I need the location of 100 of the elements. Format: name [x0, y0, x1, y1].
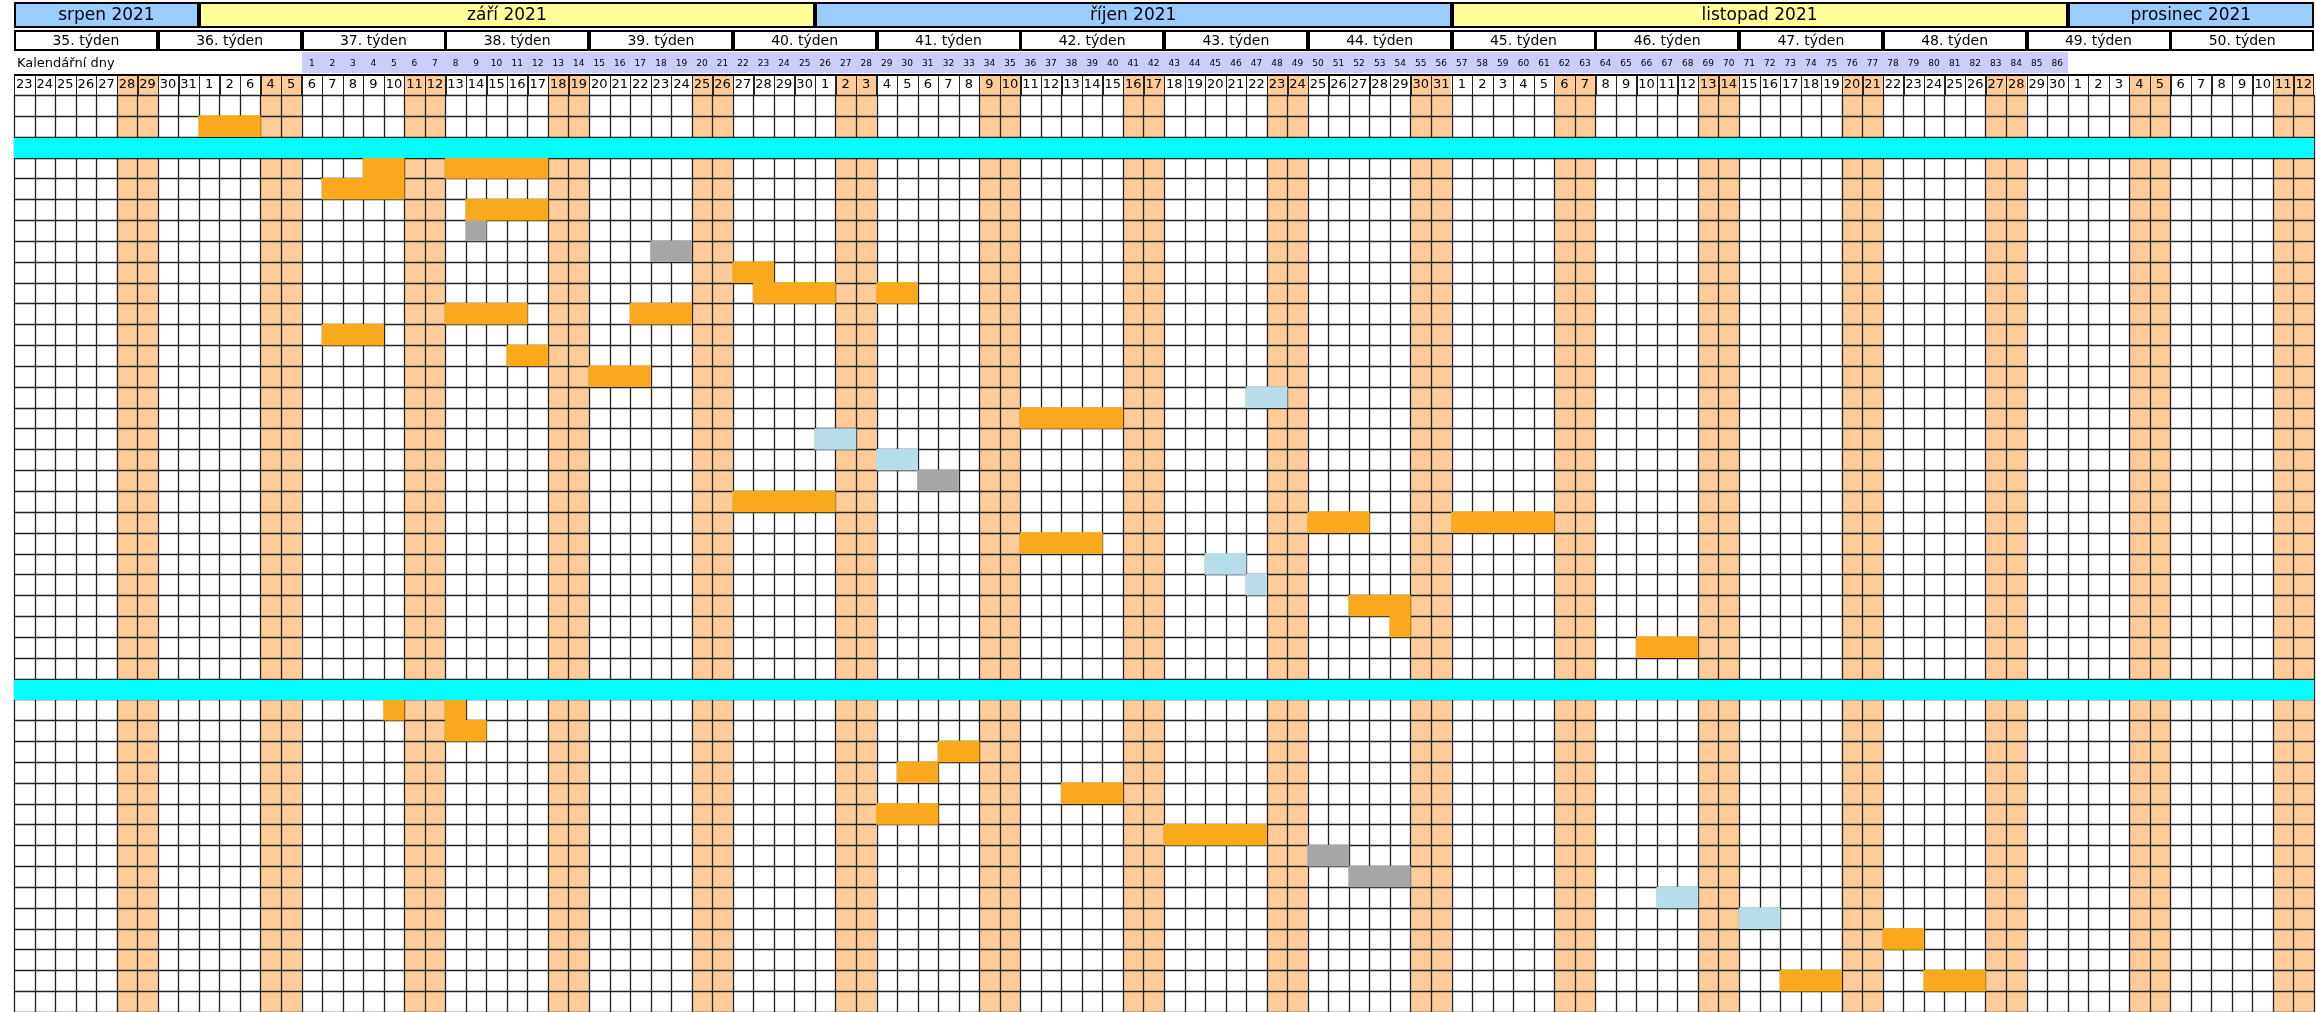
x-tick-label: 30	[796, 75, 813, 91]
x2-tick-label: 10	[490, 57, 503, 68]
x-tick-label: 27	[1987, 75, 2004, 91]
x-tick-label: 7	[944, 75, 953, 91]
x-tick-label: 12	[1679, 75, 1696, 91]
text: 45. týden	[1489, 32, 1557, 49]
text: 47. týden	[1777, 32, 1845, 49]
x-tick-label: 27	[1350, 75, 1368, 91]
x-tick-label: 12	[2295, 75, 2313, 91]
x-tick-label: 1	[204, 75, 214, 91]
x2-tick-label: 81	[1948, 57, 1961, 68]
x-tick-label: 11	[1022, 75, 1039, 91]
x-tick-label: 5	[2155, 75, 2165, 91]
x-tick-label: 25	[57, 75, 74, 91]
x-tick-label: 29	[2028, 75, 2046, 91]
x2-tick-label: 69	[1702, 57, 1715, 68]
x-tick-label: 26	[1966, 75, 1984, 91]
x-tick-label: 4	[266, 75, 275, 91]
x2-tick-label: 40	[1106, 57, 1119, 68]
x2-tick-label: 25	[798, 57, 811, 68]
x-tick-label: 31	[1432, 75, 1450, 91]
x-tick-label: 14	[1720, 75, 1738, 91]
x2-tick-label: 34	[983, 57, 996, 68]
x2-tick-label: 9	[473, 57, 480, 68]
x2-tick-label: 14	[573, 57, 585, 68]
x-tick-label: 1	[1457, 75, 1466, 91]
x-tick-label: 12	[426, 75, 444, 91]
text: říjen 2021	[1090, 4, 1177, 25]
text: 40. týden	[771, 32, 839, 49]
x-tick-label: 23	[1905, 75, 1922, 91]
x2-tick-label: 58	[1476, 57, 1489, 68]
text: prosinec 2021	[2130, 4, 2252, 25]
x-tick-label: 6	[1560, 75, 1569, 91]
text: 50. týden	[2208, 32, 2276, 49]
x-tick-label: 14	[1083, 75, 1101, 91]
x2-tick-label: 86	[2051, 57, 2064, 68]
x2-tick-label: 55	[1414, 57, 1427, 68]
text: 46. týden	[1633, 32, 1701, 49]
x2-tick-label: 57	[1456, 57, 1468, 68]
x-tick-label: 5	[903, 75, 912, 91]
x-tick-label: 29	[1391, 75, 1409, 91]
x-tick-label: 28	[2007, 75, 2025, 91]
x-tick-label: 22	[632, 75, 649, 91]
x-tick-label: 27	[734, 75, 752, 91]
x2-tick-label: 78	[1887, 57, 1900, 68]
x2-tick-label: 16	[614, 57, 626, 68]
x-tick-label: 20	[590, 75, 608, 91]
text: září 2021	[466, 4, 547, 25]
x-tick-label: 21	[1864, 75, 1881, 91]
x2-tick-label: 38	[1065, 57, 1078, 68]
x-tick-label: 17	[1145, 75, 1163, 91]
x2-tick-label: 47	[1250, 57, 1263, 68]
x-tick-label: 15	[1104, 75, 1121, 91]
x2-tick-label: 28	[860, 57, 873, 68]
x2-tick-label: 76	[1846, 57, 1858, 68]
x-tick-label: 21	[1227, 75, 1245, 91]
x-tick-label: 25	[1946, 75, 1963, 91]
x2-tick-label: 1	[308, 57, 315, 68]
x-tick-label: 25	[1309, 75, 1327, 91]
x2-tick-label: 8	[452, 57, 459, 68]
x2-tick-label: 22	[737, 57, 749, 68]
x-tick-label: 29	[775, 75, 793, 91]
text: 37. týden	[339, 32, 407, 49]
x2-tick-label: 20	[696, 57, 708, 68]
x2-tick-label: 24	[778, 57, 791, 68]
x2-tick-label: 7	[432, 57, 438, 68]
x-tick-label: 25	[693, 75, 711, 91]
x2-tick-label: 43	[1168, 57, 1180, 68]
x-tick-label: 28	[118, 75, 136, 91]
x-tick-label: 24	[1289, 75, 1306, 91]
x2-tick-label: 36	[1024, 57, 1037, 68]
x2-tick-label: 15	[593, 57, 605, 68]
x-tick-label: 9	[369, 75, 378, 91]
x2-tick-label: 84	[2010, 57, 2023, 68]
x-tick-label: 2	[841, 75, 850, 91]
x2-tick-label: 45	[1209, 57, 1222, 68]
x-tick-label: 19	[1186, 75, 1204, 91]
x-tick-label: 24	[673, 75, 690, 91]
x2-tick-label: 41	[1127, 57, 1139, 68]
text: 38. týden	[483, 32, 551, 49]
x2-tick-label: 61	[1538, 57, 1550, 68]
x2-tick-label: 64	[1599, 57, 1612, 68]
x2-tick-label: 72	[1764, 57, 1776, 68]
x-tick-label: 10	[385, 75, 403, 91]
x-tick-label: 29	[139, 75, 156, 91]
x2-tick-label: 32	[942, 57, 955, 68]
x2-tick-label: 52	[1353, 57, 1365, 68]
x2-tick-label: 66	[1640, 57, 1653, 68]
x2-tick-label: 29	[881, 57, 893, 68]
x-tick-label: 5	[1539, 75, 1549, 91]
x2-tick-label: 39	[1086, 57, 1099, 68]
text: listopad 2021	[1701, 4, 1818, 25]
x-tick-label: 20	[1843, 75, 1861, 91]
x-tick-label: 2	[1478, 75, 1487, 91]
x2-tick-label: 79	[1907, 57, 1920, 68]
x-tick-label: 18	[1802, 75, 1820, 91]
x-tick-label: 15	[1740, 75, 1758, 91]
x-tick-label: 10	[1001, 75, 1019, 91]
x2-tick-label: 13	[552, 57, 564, 68]
x-tick-label: 19	[570, 75, 588, 91]
